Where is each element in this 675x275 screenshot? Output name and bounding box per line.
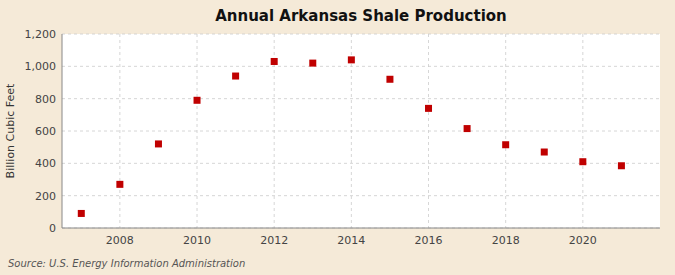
source-note: Source: U.S. Energy Information Administ… xyxy=(8,258,245,269)
y-tick-label: 600 xyxy=(35,125,56,138)
grid xyxy=(62,34,660,228)
grid-line-x xyxy=(505,34,506,228)
x-tick-label: 2016 xyxy=(415,234,443,247)
x-tick-label: 2014 xyxy=(337,234,365,247)
grid-line-y xyxy=(62,34,660,35)
grid-line-x xyxy=(428,34,429,228)
point xyxy=(618,162,625,169)
y-tick-label: 200 xyxy=(35,190,56,203)
grid-line-x xyxy=(582,34,583,228)
y-axis-line xyxy=(62,34,63,228)
y-tick-label: 1,200 xyxy=(25,28,57,41)
y-tick-label: 0 xyxy=(49,222,56,235)
point xyxy=(116,181,123,188)
point xyxy=(502,141,509,148)
y-axis-label: Billion Cubic Feet xyxy=(4,83,17,178)
point xyxy=(386,76,393,83)
background xyxy=(0,0,675,275)
point xyxy=(425,105,432,112)
x-axis-line xyxy=(62,228,660,229)
point xyxy=(464,125,471,132)
x-tick-label: 2020 xyxy=(569,234,597,247)
chart-container: 0 200 400 600 800 1,000 1,200 2008 2010 2012 2014 2… xyxy=(0,0,675,275)
point xyxy=(78,210,85,217)
grid-line-y xyxy=(62,163,660,164)
y-tick-label: 1,000 xyxy=(25,60,57,73)
point xyxy=(579,158,586,165)
grid-line-y xyxy=(62,228,660,229)
x-tick-label: 2010 xyxy=(183,234,211,247)
grid-line-y xyxy=(62,98,660,99)
point xyxy=(271,58,278,65)
point xyxy=(309,60,316,67)
axes: 0 200 400 600 800 1,000 1,200 2008 2010 2012 2014 2… xyxy=(25,28,661,247)
point xyxy=(541,149,548,156)
x-tick-label: 2018 xyxy=(492,234,520,247)
grid-line-x xyxy=(197,34,198,228)
point xyxy=(155,140,162,147)
grid-line-y xyxy=(62,66,660,67)
point xyxy=(348,56,355,63)
point xyxy=(232,73,239,80)
x-tick-label: 2008 xyxy=(106,234,134,247)
points xyxy=(78,56,625,217)
plot-area xyxy=(62,34,660,228)
point xyxy=(194,97,201,104)
x-tick-label: 2012 xyxy=(260,234,288,247)
grid-line-x xyxy=(119,34,120,228)
grid-line-y xyxy=(62,131,660,132)
grid-line-y xyxy=(62,195,660,196)
title: Annual Arkansas Shale Production xyxy=(215,7,507,25)
chart-svg: 0 200 400 600 800 1,000 1,200 2008 2010 2012 2014 2… xyxy=(0,0,675,275)
y-tick-label: 800 xyxy=(35,93,56,106)
y-tick-label: 400 xyxy=(35,157,56,170)
